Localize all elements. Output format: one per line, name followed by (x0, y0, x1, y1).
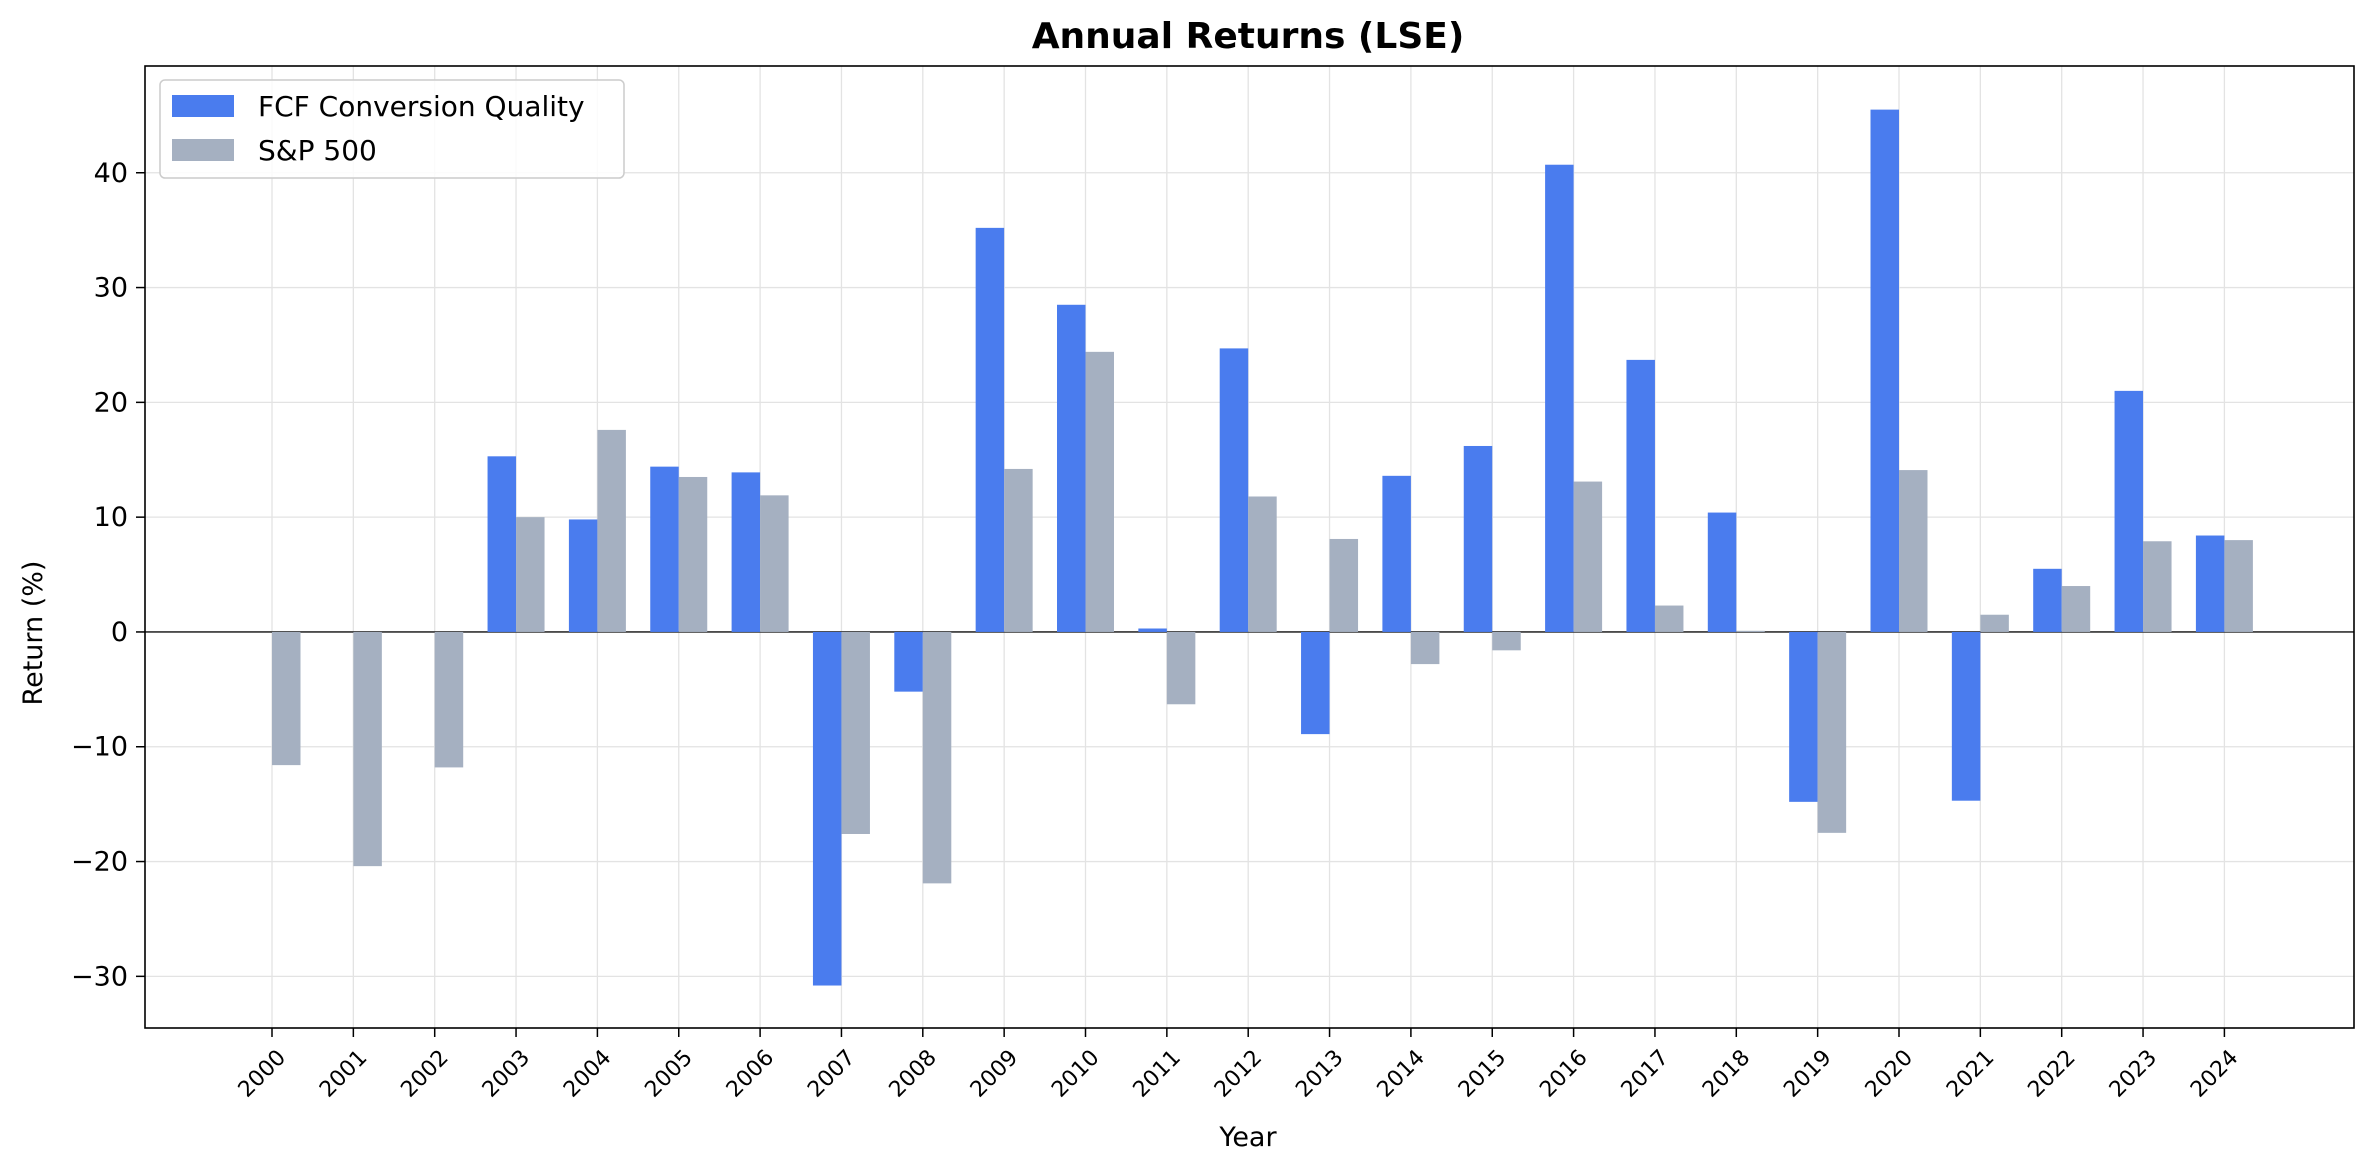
bar-sp500-2003 (516, 517, 545, 632)
bar-sp500-2020 (1899, 470, 1928, 632)
bar-sp500-2002 (434, 631, 464, 768)
bar-fcf-2007 (812, 631, 842, 986)
bar-fcf-2015 (1463, 445, 1493, 632)
bar-fcf-2011 (1138, 628, 1167, 632)
bar-sp500-2014 (1410, 631, 1440, 665)
bar-sp500-2009 (1004, 468, 1033, 632)
bar-fcf-2008 (894, 631, 923, 692)
x-tick-label: 2005 (640, 1045, 697, 1102)
y-axis-ticks: −30 −20 −10 0 10 20 30 40 (71, 158, 145, 992)
x-tick-label: 2011 (1129, 1045, 1186, 1102)
bar-fcf-2023 (2114, 390, 2144, 632)
x-tick-label: 2009 (966, 1045, 1023, 1102)
bar-sp500-2016 (1573, 481, 1603, 632)
bar-sp500-2021 (1980, 614, 2009, 632)
bar-fcf-2016 (1545, 164, 1574, 632)
bar-sp500-2018 (1736, 630, 1765, 632)
bar-fcf-2018 (1707, 512, 1737, 632)
y-tick-label: 40 (94, 158, 128, 189)
y-tick-label: −10 (71, 732, 128, 763)
x-tick-label: 2000 (234, 1045, 291, 1102)
bar-sp500-2017 (1654, 605, 1684, 632)
x-tick-label: 2018 (1698, 1045, 1755, 1102)
legend-label-fcf: FCF Conversion Quality (258, 90, 585, 123)
bar-fcf-2003 (487, 456, 517, 632)
bar-sp500-2006 (760, 495, 789, 632)
bar-sp500-2000 (272, 631, 301, 766)
legend-swatch-sp500 (172, 139, 234, 161)
bar-fcf-2021 (1951, 631, 1981, 801)
x-tick-label: 2012 (1210, 1045, 1267, 1102)
bar-fcf-2019 (1789, 631, 1818, 802)
bar-sp500-2010 (1085, 351, 1114, 632)
bar-sp500-2008 (922, 631, 952, 884)
bars (272, 109, 2253, 986)
y-tick-label: 30 (94, 273, 128, 304)
bar-fcf-2014 (1382, 475, 1411, 632)
bar-sp500-2023 (2143, 541, 2172, 632)
x-tick-label: 2022 (2023, 1045, 2080, 1102)
bar-fcf-2012 (1219, 348, 1249, 632)
legend: FCF Conversion Quality S&P 500 (159, 79, 625, 179)
bar-sp500-2019 (1817, 631, 1847, 833)
x-axis-label: Year (1218, 1122, 1277, 1153)
bar-fcf-2006 (731, 472, 761, 632)
x-axis-ticks: 2000 2001 2002 2003 2004 2005 2006 2007 2008 2009… (234, 1028, 2243, 1103)
bar-fcf-2013 (1301, 631, 1330, 735)
bar-sp500-2001 (353, 631, 382, 867)
x-tick-label: 2023 (2105, 1045, 2162, 1102)
bar-fcf-2017 (1626, 359, 1655, 632)
x-tick-label: 2014 (1373, 1045, 1430, 1102)
x-tick-label: 2019 (1779, 1045, 1836, 1102)
x-tick-label: 2008 (885, 1045, 942, 1102)
legend-swatch-fcf (172, 95, 234, 117)
bar-sp500-2012 (1248, 496, 1277, 632)
x-tick-label: 2020 (1861, 1045, 1918, 1102)
bar-fcf-2022 (2033, 568, 2062, 632)
bar-sp500-2013 (1329, 538, 1359, 632)
bar-sp500-2011 (1166, 631, 1196, 705)
plot-frame (144, 65, 2355, 1029)
y-axis-label: Return (%) (18, 561, 49, 706)
bar-fcf-2010 (1057, 304, 1086, 632)
y-tick-label: −30 (71, 961, 128, 992)
y-tick-label: 0 (111, 617, 128, 648)
bar-sp500-2022 (2061, 586, 2091, 632)
x-tick-label: 2007 (803, 1045, 860, 1102)
x-tick-label: 2006 (722, 1045, 779, 1102)
bar-fcf-2009 (975, 227, 1005, 632)
bar-sp500-2015 (1492, 631, 1521, 651)
bar-sp500-2024 (2224, 540, 2253, 632)
bar-sp500-2004 (597, 429, 626, 632)
y-tick-label: 10 (94, 502, 128, 533)
x-tick-label: 2010 (1047, 1045, 1104, 1102)
x-tick-label: 2013 (1291, 1045, 1348, 1102)
bar-sp500-2007 (841, 631, 870, 834)
bar-sp500-2005 (678, 476, 708, 632)
bar-fcf-2005 (650, 466, 679, 632)
legend-label-sp500: S&P 500 (258, 134, 377, 167)
bar-fcf-2020 (1870, 109, 1899, 632)
x-tick-label: 2003 (478, 1045, 535, 1102)
x-tick-label: 2004 (559, 1045, 616, 1102)
x-tick-label: 2021 (1942, 1045, 1999, 1102)
bar-fcf-2004 (568, 519, 598, 632)
bar-fcf-2024 (2195, 535, 2225, 632)
x-tick-label: 2001 (315, 1045, 372, 1102)
y-tick-label: −20 (71, 847, 128, 878)
y-tick-label: 20 (94, 387, 128, 418)
x-tick-label: 2017 (1617, 1045, 1674, 1102)
legend-box (159, 79, 625, 179)
chart-title: Annual Returns (LSE) (1032, 16, 1465, 57)
x-tick-label: 2002 (396, 1045, 453, 1102)
x-tick-label: 2015 (1454, 1045, 1511, 1102)
x-tick-label: 2024 (2186, 1045, 2243, 1102)
x-tick-label: 2016 (1535, 1045, 1592, 1102)
